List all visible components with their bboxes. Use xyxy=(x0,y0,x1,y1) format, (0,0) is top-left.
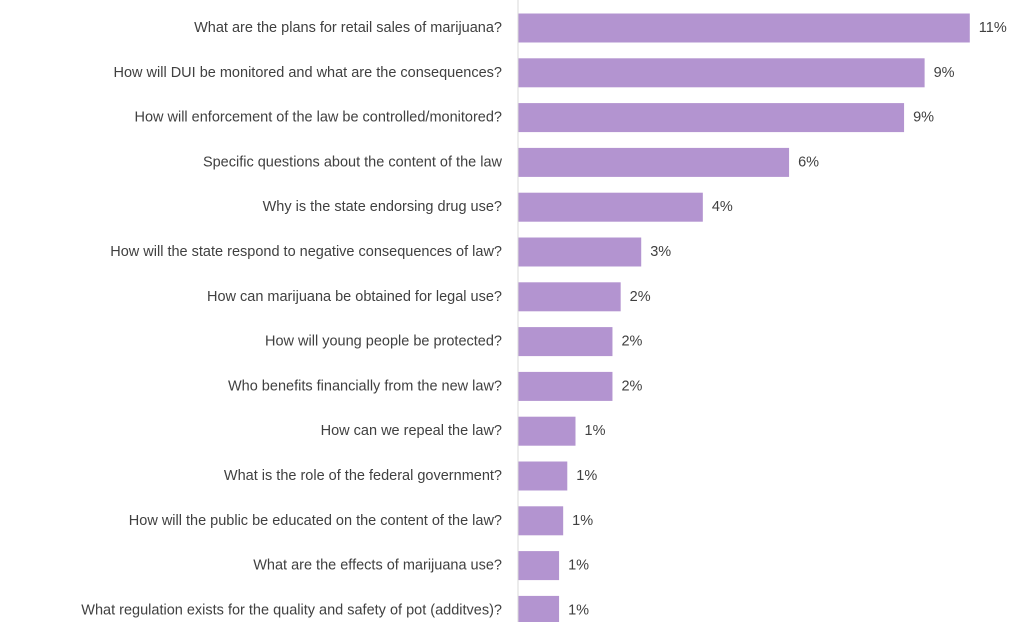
category-label-4: Specific questions about the content of … xyxy=(203,154,503,170)
bar-8 xyxy=(518,327,613,357)
bar-14 xyxy=(518,595,560,625)
category-label-1: What are the plans for retail sales of m… xyxy=(194,20,502,36)
category-label-2: How will DUI be monitored and what are t… xyxy=(114,65,503,81)
category-label-10: How can we repeal the law? xyxy=(321,423,502,439)
data-label-6: 3% xyxy=(650,244,671,260)
bar-13 xyxy=(518,551,560,581)
data-label-1: 11% xyxy=(979,20,1007,36)
data-label-14: 1% xyxy=(568,602,589,618)
category-label-12: How will the public be educated on the c… xyxy=(129,513,502,529)
category-label-5: Why is the state endorsing drug use? xyxy=(263,199,502,215)
category-label-11: What is the role of the federal governme… xyxy=(224,468,502,484)
data-label-4: 6% xyxy=(798,154,819,170)
category-label-6: How will the state respond to negative c… xyxy=(110,244,502,260)
bar-9 xyxy=(518,371,613,401)
category-labels-layer: What are the plans for retail sales of m… xyxy=(81,20,502,618)
category-label-14: What regulation exists for the quality a… xyxy=(81,602,502,618)
bar-7 xyxy=(518,282,621,312)
data-label-11: 1% xyxy=(576,468,597,484)
data-label-9: 2% xyxy=(621,378,642,394)
bar-5 xyxy=(518,192,703,222)
data-label-8: 2% xyxy=(621,334,642,350)
category-label-8: How will young people be protected? xyxy=(265,334,502,350)
data-label-12: 1% xyxy=(572,513,593,529)
bar-12 xyxy=(518,506,564,536)
bar-3 xyxy=(518,103,905,133)
data-label-5: 4% xyxy=(712,199,733,215)
bar-10 xyxy=(518,416,576,446)
data-label-10: 1% xyxy=(585,423,606,439)
data-label-3: 9% xyxy=(913,110,934,126)
category-label-7: How can marijuana be obtained for legal … xyxy=(207,289,502,305)
category-label-13: What are the effects of marijuana use? xyxy=(253,558,502,574)
bar-6 xyxy=(518,237,642,267)
bar-4 xyxy=(518,147,790,177)
data-labels-layer: 11% 9% 9% 6% 4% 3% 2% 2% 2% 1% 1% 1% 1% 1% xyxy=(568,20,1007,618)
bars-layer xyxy=(518,13,970,625)
bar-1 xyxy=(518,13,970,43)
data-label-2: 9% xyxy=(934,65,955,81)
bar-11 xyxy=(518,461,568,491)
data-label-13: 1% xyxy=(568,558,589,574)
bar-2 xyxy=(518,58,925,88)
category-label-9: Who benefits financially from the new la… xyxy=(228,378,502,394)
data-label-7: 2% xyxy=(630,289,651,305)
category-label-3: How will enforcement of the law be contr… xyxy=(134,110,502,126)
